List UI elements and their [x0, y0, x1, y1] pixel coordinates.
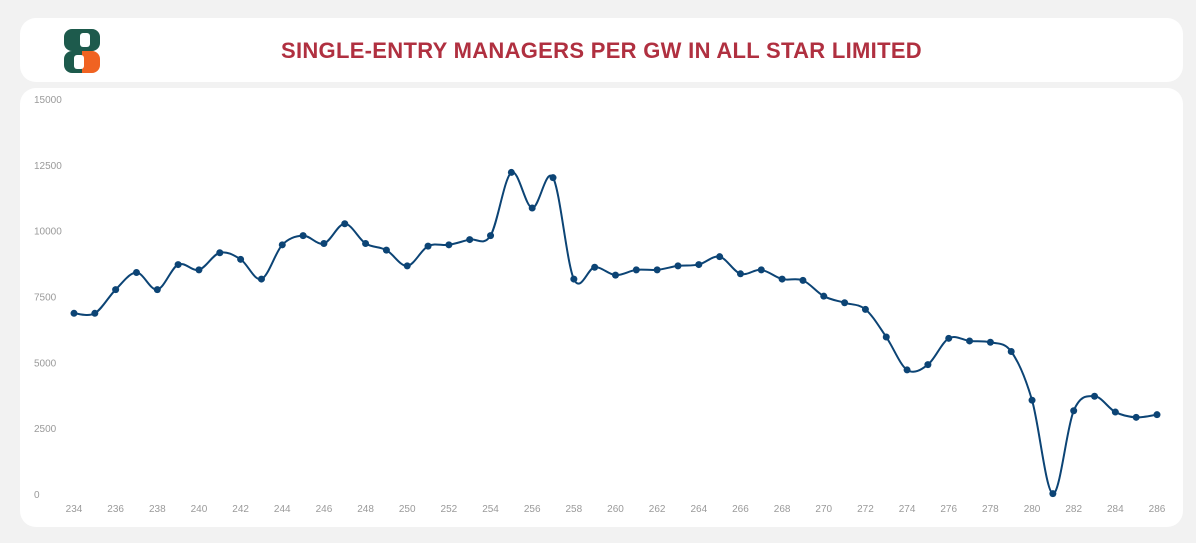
line-chart: 0 2500 5000 7500 10000 12500 15000 234 236 238 24…	[34, 95, 1166, 515]
data-point[interactable]	[757, 266, 765, 274]
data-point[interactable]	[1111, 408, 1119, 416]
data-point[interactable]	[382, 246, 390, 254]
x-tick-label: 274	[899, 504, 916, 515]
x-tick-label: 278	[982, 504, 999, 515]
x-tick-label: 246	[316, 504, 333, 515]
data-point[interactable]	[799, 276, 807, 284]
x-tick-label: 266	[732, 504, 749, 515]
x-tick-label: 260	[607, 504, 624, 515]
data-point[interactable]	[632, 266, 640, 274]
data-point[interactable]	[507, 168, 515, 176]
data-point[interactable]	[1028, 396, 1036, 404]
data-point[interactable]	[1153, 411, 1161, 419]
x-tick-label: 236	[107, 504, 124, 515]
s-letter-logo-icon	[64, 29, 100, 73]
x-tick-label: 276	[940, 504, 957, 515]
data-points	[70, 168, 1161, 498]
x-tick-label: 238	[149, 504, 166, 515]
x-tick-label: 280	[1024, 504, 1041, 515]
data-point[interactable]	[153, 286, 161, 294]
data-point[interactable]	[549, 174, 557, 182]
data-point[interactable]	[820, 292, 828, 300]
data-point[interactable]	[861, 305, 869, 313]
data-point[interactable]	[924, 361, 932, 369]
chart-panel: 0 2500 5000 7500 10000 12500 15000 234 236 238 24…	[20, 88, 1183, 527]
y-tick-label: 7500	[34, 293, 57, 304]
data-point[interactable]	[778, 275, 786, 283]
data-point[interactable]	[966, 337, 974, 345]
x-tick-label: 268	[774, 504, 791, 515]
data-point[interactable]	[341, 220, 349, 228]
data-point[interactable]	[986, 338, 994, 346]
data-point[interactable]	[70, 309, 78, 317]
x-tick-label: 284	[1107, 504, 1124, 515]
data-point[interactable]	[653, 266, 661, 274]
y-tick-label: 15000	[34, 95, 62, 106]
data-point[interactable]	[195, 266, 203, 274]
x-tick-label: 286	[1149, 504, 1166, 515]
data-point[interactable]	[278, 241, 286, 249]
data-point[interactable]	[132, 268, 140, 276]
data-point[interactable]	[716, 253, 724, 261]
data-point[interactable]	[237, 255, 245, 263]
data-point[interactable]	[1070, 407, 1078, 415]
y-axis-ticks: 0 2500 5000 7500 10000 12500 15000	[34, 95, 62, 501]
data-point[interactable]	[1007, 347, 1015, 355]
data-point[interactable]	[257, 275, 265, 283]
data-point[interactable]	[736, 270, 744, 278]
data-point[interactable]	[695, 261, 703, 269]
data-point[interactable]	[91, 309, 99, 317]
data-point[interactable]	[1091, 392, 1099, 400]
header-card: SINGLE-ENTRY MANAGERS PER GW IN ALL STAR…	[20, 18, 1183, 82]
data-point[interactable]	[403, 262, 411, 270]
x-tick-label: 250	[399, 504, 416, 515]
x-tick-label: 264	[690, 504, 707, 515]
data-point[interactable]	[612, 271, 619, 279]
x-tick-label: 256	[524, 504, 541, 515]
x-tick-label: 258	[566, 504, 583, 515]
x-tick-label: 242	[232, 504, 249, 515]
data-point[interactable]	[1049, 490, 1057, 498]
data-point[interactable]	[882, 333, 890, 341]
page-title: SINGLE-ENTRY MANAGERS PER GW IN ALL STAR…	[280, 38, 922, 63]
y-tick-label: 5000	[34, 358, 57, 369]
x-tick-label: 248	[357, 504, 374, 515]
x-tick-label: 272	[857, 504, 874, 515]
data-point[interactable]	[174, 261, 182, 269]
y-tick-label: 10000	[34, 227, 62, 238]
data-point[interactable]	[112, 286, 120, 294]
data-point[interactable]	[1132, 413, 1140, 421]
x-tick-label: 234	[66, 504, 83, 515]
x-tick-label: 262	[649, 504, 666, 515]
data-point[interactable]	[674, 262, 682, 270]
data-point[interactable]	[570, 275, 578, 283]
y-tick-label: 2500	[34, 424, 57, 435]
data-point[interactable]	[487, 232, 495, 240]
data-point[interactable]	[445, 241, 453, 249]
data-point[interactable]	[362, 240, 370, 248]
data-point[interactable]	[945, 334, 953, 342]
x-tick-label: 282	[1065, 504, 1082, 515]
x-tick-label: 244	[274, 504, 291, 515]
series-line	[73, 171, 1158, 495]
data-point[interactable]	[216, 249, 224, 257]
y-tick-label: 0	[34, 490, 40, 501]
data-point[interactable]	[320, 240, 328, 248]
data-point[interactable]	[528, 204, 536, 212]
data-point[interactable]	[591, 263, 599, 271]
x-tick-label: 240	[191, 504, 208, 515]
y-tick-label: 12500	[34, 161, 62, 172]
data-point[interactable]	[466, 236, 474, 244]
x-tick-label: 270	[815, 504, 832, 515]
x-axis-ticks: 234 236 238 240 242 244 246 248 250 252 254 256 258 2…	[66, 504, 1166, 515]
data-point[interactable]	[841, 299, 849, 307]
data-point[interactable]	[424, 242, 432, 250]
data-point[interactable]	[299, 232, 307, 240]
x-tick-label: 252	[441, 504, 458, 515]
data-point[interactable]	[903, 366, 911, 374]
x-tick-label: 254	[482, 504, 499, 515]
